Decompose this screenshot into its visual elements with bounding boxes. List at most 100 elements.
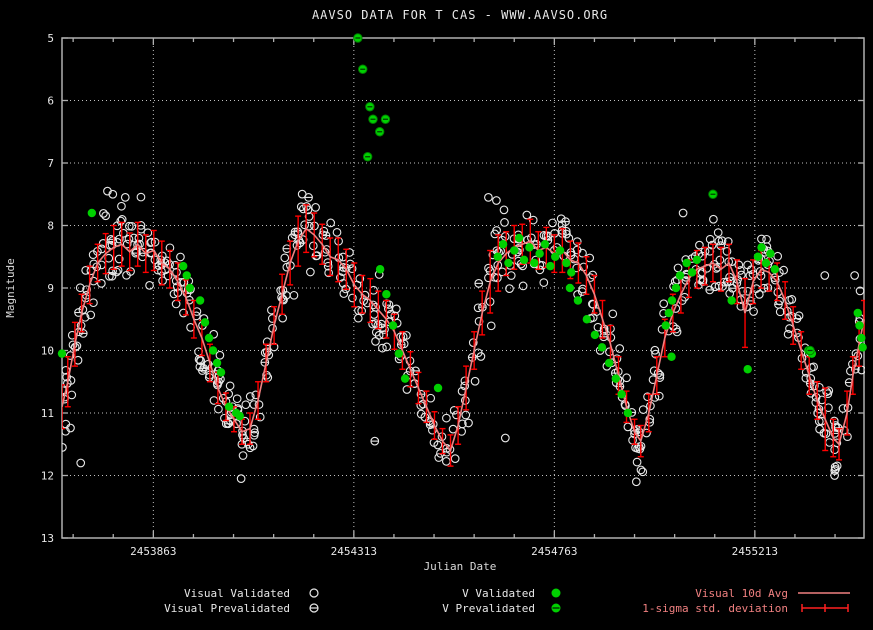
visual-prevalidated-point (705, 285, 715, 295)
visual-validated-point (505, 284, 514, 293)
visual-validated-point (326, 218, 336, 228)
visual-validated-point (195, 362, 205, 372)
visual-validated-point (303, 205, 313, 215)
y-tick-label: 13 (41, 532, 54, 545)
visual-validated-point (695, 240, 704, 250)
v-validated-point (535, 249, 544, 258)
visual-validated-point (645, 414, 655, 424)
visual-validated-point (426, 393, 436, 403)
x-tick-label: 2454763 (531, 545, 577, 558)
legend-label-v-prevalidated: V Prevalidated (442, 602, 535, 615)
visual-validated-point (290, 227, 300, 237)
visual-validated-point (697, 267, 707, 277)
v-validated-point (546, 261, 555, 271)
visual-validated-point (99, 209, 108, 218)
visual-validated-point (678, 208, 688, 218)
visual-validated-point (339, 289, 349, 298)
visual-validated-point (89, 298, 98, 308)
visual-validated-point (528, 215, 538, 225)
y-tick-label: 11 (41, 407, 54, 420)
v-validated-point (433, 383, 443, 393)
v-validated-point (498, 240, 508, 249)
v-validated-point (761, 258, 771, 268)
y-tick-label: 10 (41, 345, 54, 358)
visual-validated-point (300, 220, 309, 230)
visual-validated-point (332, 227, 342, 237)
y-tick-label: 12 (41, 470, 54, 483)
v-validated-point (530, 258, 539, 268)
v-validated-point (514, 233, 524, 243)
visual-validated-point (124, 221, 134, 231)
v-validated-point (597, 343, 607, 352)
visual-validated-point (636, 465, 646, 475)
visual-validated-point (464, 418, 473, 428)
v-validated-point (224, 402, 234, 411)
visual-validated-point (773, 251, 783, 261)
visual-validated-point (470, 376, 480, 386)
visual-validated-point (632, 457, 642, 467)
visual-validated-point (612, 354, 622, 364)
v-prevalidated-point (362, 152, 373, 162)
axis-tick-labels: 2453863 2454313 2454763 2455213 5 6 7 8 9 10 11 12 1… (41, 32, 778, 558)
visual-validated-point (811, 392, 821, 402)
visual-validated-point (723, 237, 733, 246)
visual-validated-point (548, 218, 557, 228)
visual-validated-point (749, 307, 758, 316)
chart-title: AAVSO DATA FOR T CAS - WWW.AAVSO.ORG (312, 8, 608, 22)
visual-validated-point (248, 441, 258, 451)
v-band-observations (57, 33, 867, 421)
visual-validated-point (755, 266, 765, 276)
visual-validated-point (460, 396, 470, 405)
visual-validated-point (830, 462, 840, 472)
visual-validated-point (323, 258, 333, 267)
v-validated-point (204, 333, 214, 343)
v-validated-point (388, 321, 398, 330)
v-validated-point (400, 374, 410, 383)
visual-validated-point (705, 234, 715, 244)
visual-validated-point (136, 192, 146, 202)
visual-validated-point (713, 228, 723, 237)
v-validated-point (623, 408, 633, 418)
visual-validated-point (518, 281, 528, 291)
v-validated-point (57, 349, 67, 358)
v-validated-point (611, 374, 621, 383)
visual-validated-point (338, 278, 348, 288)
visual-validated-point (820, 271, 830, 280)
v-validated-point (667, 352, 676, 361)
visual-validated-point (787, 295, 797, 304)
v-validated-point (770, 265, 780, 274)
visual-validated-point (194, 347, 203, 357)
v-prevalidated-point (353, 33, 363, 43)
visual-validated-point (378, 343, 387, 353)
visual-validated-point (292, 241, 302, 250)
visual-validated-point (382, 342, 392, 352)
y-tick-label: 8 (47, 220, 54, 233)
visual-validated-point (81, 266, 91, 275)
sigma-marker-icon (801, 604, 849, 612)
visual-validated-point (572, 263, 582, 273)
visual-validated-point (150, 237, 160, 247)
y-tick-label: 6 (47, 95, 54, 108)
v-validated-point (661, 321, 670, 330)
visual-validated-point (757, 234, 766, 244)
visual-validated-point (371, 302, 380, 312)
visual-validated-point (150, 255, 160, 265)
legend-label-sigma: 1-sigma std. deviation (642, 602, 788, 615)
visual-validated-point (468, 338, 478, 347)
y-axis-label: Magnitude (4, 258, 17, 318)
visual-validated-point (794, 311, 804, 321)
visual-validated-point (353, 313, 363, 323)
v-validated-point (664, 308, 674, 318)
visual-validated-point (659, 299, 669, 309)
visual-validated-point (232, 394, 242, 404)
v-validated-point (235, 411, 244, 421)
visual-validated-point (461, 410, 471, 420)
visual-validated-point (705, 246, 715, 256)
x-tick-label: 2454313 (331, 545, 377, 558)
visual-validated-point (127, 221, 137, 231)
visual-validated-point (374, 330, 384, 340)
visual-validated-point (113, 265, 123, 275)
visual-validated-point (539, 278, 549, 287)
v-validated-point (375, 265, 385, 274)
